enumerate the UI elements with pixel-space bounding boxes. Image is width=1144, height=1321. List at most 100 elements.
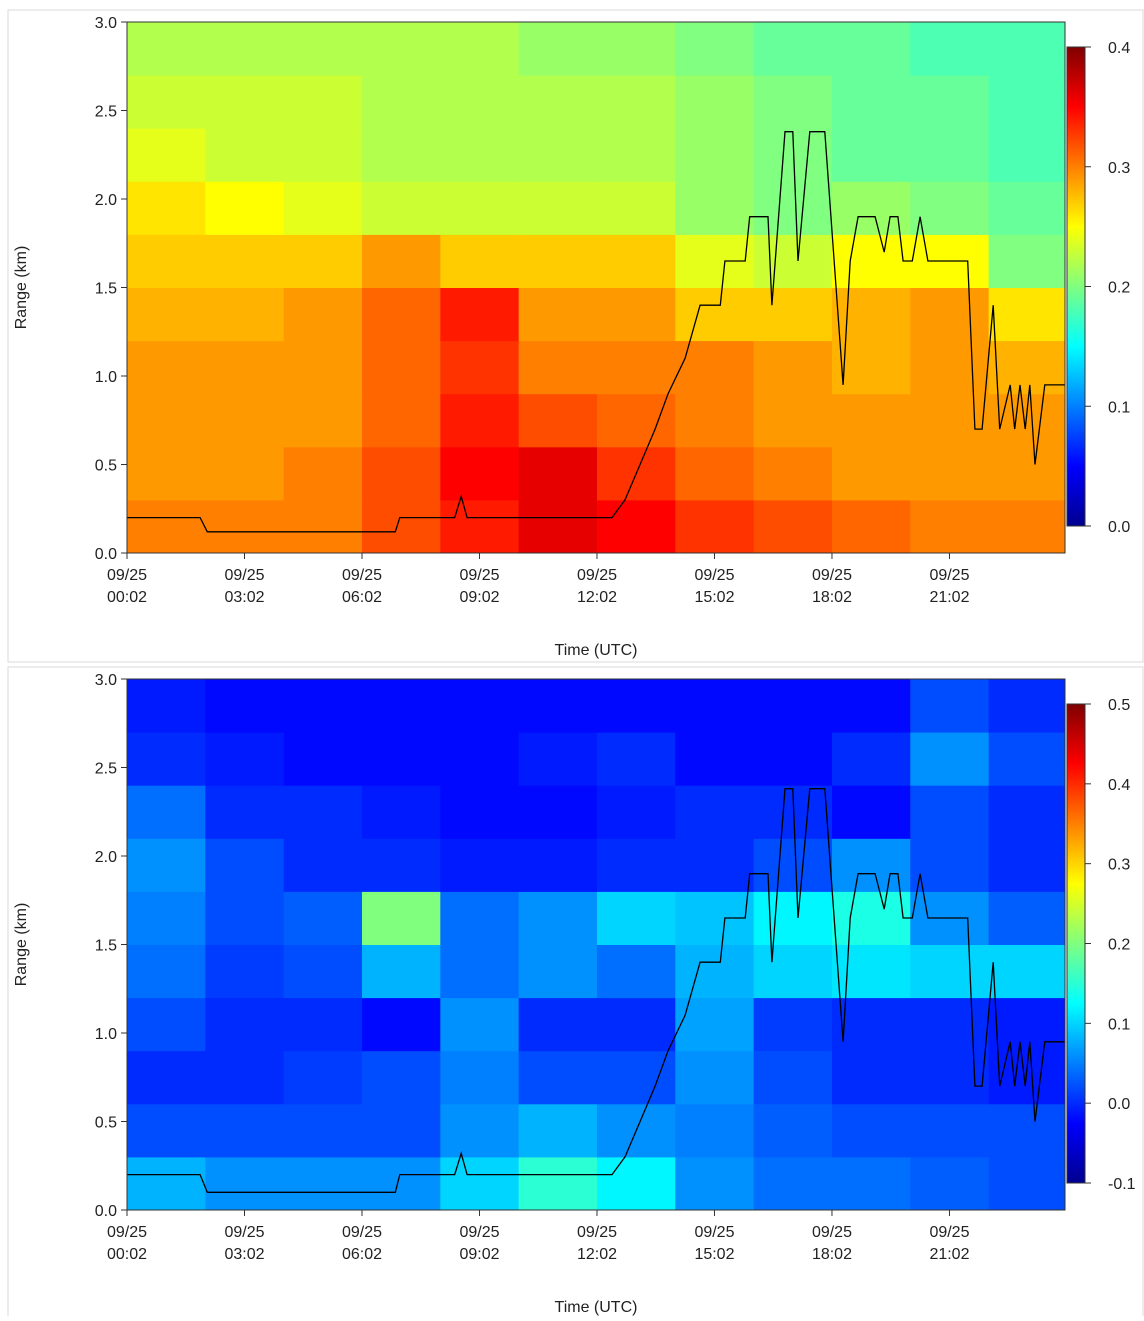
x-tick-label: 09/25 21:02	[929, 1224, 969, 1263]
heat-cell	[753, 287, 833, 342]
heat-cell	[283, 22, 363, 76]
colorbar-tick-label: 0.4	[1108, 777, 1130, 794]
heat-cell	[283, 181, 363, 235]
heat-cell	[283, 287, 363, 342]
heat-cell	[831, 22, 911, 76]
heat-cell	[518, 1103, 598, 1158]
heat-cell	[831, 181, 911, 235]
y-tick-label: 1.5	[95, 938, 117, 955]
heat-cell	[518, 128, 598, 182]
heat-cell	[753, 732, 833, 786]
heat-cell	[988, 891, 1066, 945]
heat-cell	[127, 1050, 206, 1105]
x-tick-label-line: 09/25	[107, 1224, 147, 1241]
heat-cell	[675, 732, 755, 786]
colorbar-tick-label: 0.0	[1108, 519, 1130, 536]
heat-cell	[831, 732, 911, 786]
heat-cell	[910, 1156, 990, 1211]
heat-cell	[205, 732, 285, 786]
heat-cell	[205, 944, 285, 999]
heat-cell	[127, 838, 206, 892]
heat-cell	[283, 997, 363, 1052]
heat-cell	[440, 287, 520, 342]
heat-cell	[361, 838, 441, 892]
heat-cell	[518, 340, 598, 395]
x-tick-label: 09/25 12:02	[577, 1224, 617, 1263]
heat-cell	[753, 446, 833, 501]
heat-cell	[205, 1050, 285, 1105]
x-tick-label-line: 09/25	[342, 1224, 382, 1241]
heat-cell	[988, 340, 1066, 395]
x-tick-label-line: 06:02	[342, 589, 382, 606]
heat-cell	[831, 1050, 911, 1105]
heat-cell	[988, 181, 1066, 235]
x-tick-label-line: 09/25	[224, 1224, 264, 1241]
x-tick-label: 09/25 12:02	[577, 567, 617, 606]
heat-cell	[361, 128, 441, 182]
heat-cell	[440, 1103, 520, 1158]
x-tick-label-line: 09/25	[812, 567, 852, 584]
heat-cell	[361, 679, 441, 733]
heat-cell	[988, 499, 1066, 554]
heat-cell	[988, 22, 1066, 76]
heat-cell	[675, 944, 755, 999]
heat-cell	[283, 732, 363, 786]
x-tick-label: 09/25 15:02	[694, 567, 734, 606]
x-tick-label: 09/25 09:02	[459, 1224, 499, 1263]
x-tick-label: 09/25 18:02	[812, 1224, 852, 1263]
heat-cell	[127, 891, 206, 945]
heat-cell	[127, 128, 206, 182]
heat-cell	[596, 287, 676, 342]
heat-cell	[283, 446, 363, 501]
heat-cell	[440, 75, 520, 129]
x-tick-label-line: 12:02	[577, 589, 617, 606]
heat-cell	[283, 393, 363, 448]
x-tick-label-line: 03:02	[224, 1246, 264, 1263]
x-tick-label-line: 00:02	[107, 1246, 147, 1263]
heat-cell	[440, 838, 520, 892]
heat-cell	[127, 340, 206, 395]
heat-cell	[205, 234, 285, 288]
heat-cell	[675, 1103, 755, 1158]
heat-cell	[361, 446, 441, 501]
x-tick-label-line: 09/25	[224, 567, 264, 584]
heat-cell	[440, 499, 520, 554]
heat-cell	[988, 1156, 1066, 1211]
colorbar-tick-label: -0.1	[1108, 1176, 1136, 1193]
x-tick-label-line: 09/25	[929, 1224, 969, 1241]
heat-cell	[831, 838, 911, 892]
heat-cell	[675, 287, 755, 342]
heat-cell	[127, 287, 206, 342]
heat-cell	[753, 1103, 833, 1158]
heat-cell	[988, 785, 1066, 839]
heat-cell	[205, 499, 285, 554]
heat-cell	[831, 446, 911, 501]
heat-cell	[910, 22, 990, 76]
heat-cell	[283, 944, 363, 999]
y-tick-label: 0.5	[95, 458, 117, 475]
heat-cell	[518, 944, 598, 999]
x-tick-label: 09/25 00:02	[107, 567, 147, 606]
heat-cell	[127, 499, 206, 554]
heat-cell	[831, 393, 911, 448]
heat-cell	[988, 234, 1066, 288]
heat-cell	[283, 128, 363, 182]
y-tick-label: 1.0	[95, 369, 117, 386]
heat-cell	[596, 22, 676, 76]
heat-cell	[753, 22, 833, 76]
heat-cell	[361, 393, 441, 448]
colorbar	[1066, 46, 1086, 527]
heat-cell	[283, 234, 363, 288]
heat-cell	[753, 944, 833, 999]
heat-cell	[988, 287, 1066, 342]
heat-cell	[361, 1103, 441, 1158]
heat-cell	[127, 1156, 206, 1211]
y-tick-label: 0.5	[95, 1115, 117, 1132]
heat-cell	[910, 785, 990, 839]
heat-cell	[596, 1156, 676, 1211]
heat-cell	[675, 75, 755, 129]
heat-cell	[596, 732, 676, 786]
heat-cell	[910, 838, 990, 892]
heat-cell	[283, 1050, 363, 1105]
x-tick-label-line: 00:02	[107, 589, 147, 606]
